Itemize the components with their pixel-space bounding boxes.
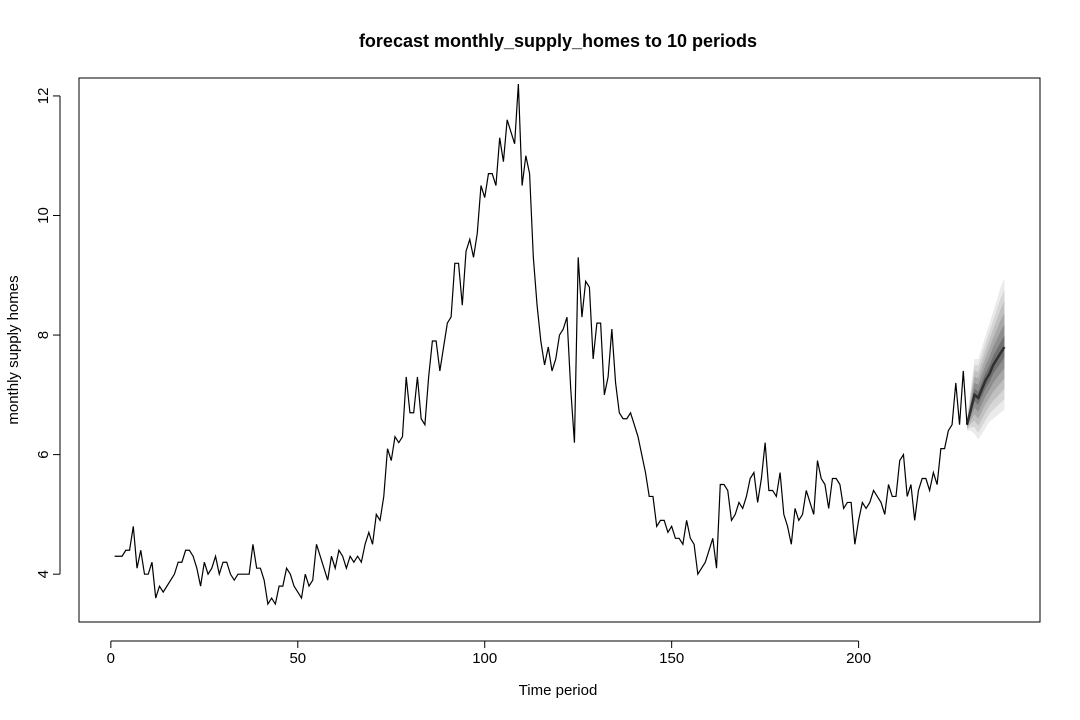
x-axis-label: Time period	[519, 682, 598, 699]
y-tick-label-12: 12	[35, 88, 52, 105]
x-tick-label-150: 150	[659, 650, 684, 667]
y-axis-label: monthly supply homes	[5, 275, 22, 424]
y-tick-label-4: 4	[35, 570, 52, 578]
y-axis: 4 6 8 10 12	[35, 88, 61, 578]
forecast-mean-line	[965, 346, 1006, 426]
x-axis: 0 50 100 150 200	[107, 640, 871, 667]
x-tick-label-0: 0	[107, 650, 115, 667]
y-tick-label-8: 8	[35, 331, 52, 339]
forecast-fan	[965, 278, 1006, 440]
x-tick-label-100: 100	[472, 650, 497, 667]
y-tick-label-10: 10	[35, 207, 52, 224]
x-tick-label-50: 50	[289, 650, 306, 667]
chart-title: forecast monthly_supply_homes to 10 peri…	[359, 31, 757, 51]
series-line	[114, 83, 968, 606]
x-tick-label-200: 200	[846, 650, 871, 667]
y-tick-label-6: 6	[35, 450, 52, 458]
plot-frame	[78, 77, 1041, 623]
